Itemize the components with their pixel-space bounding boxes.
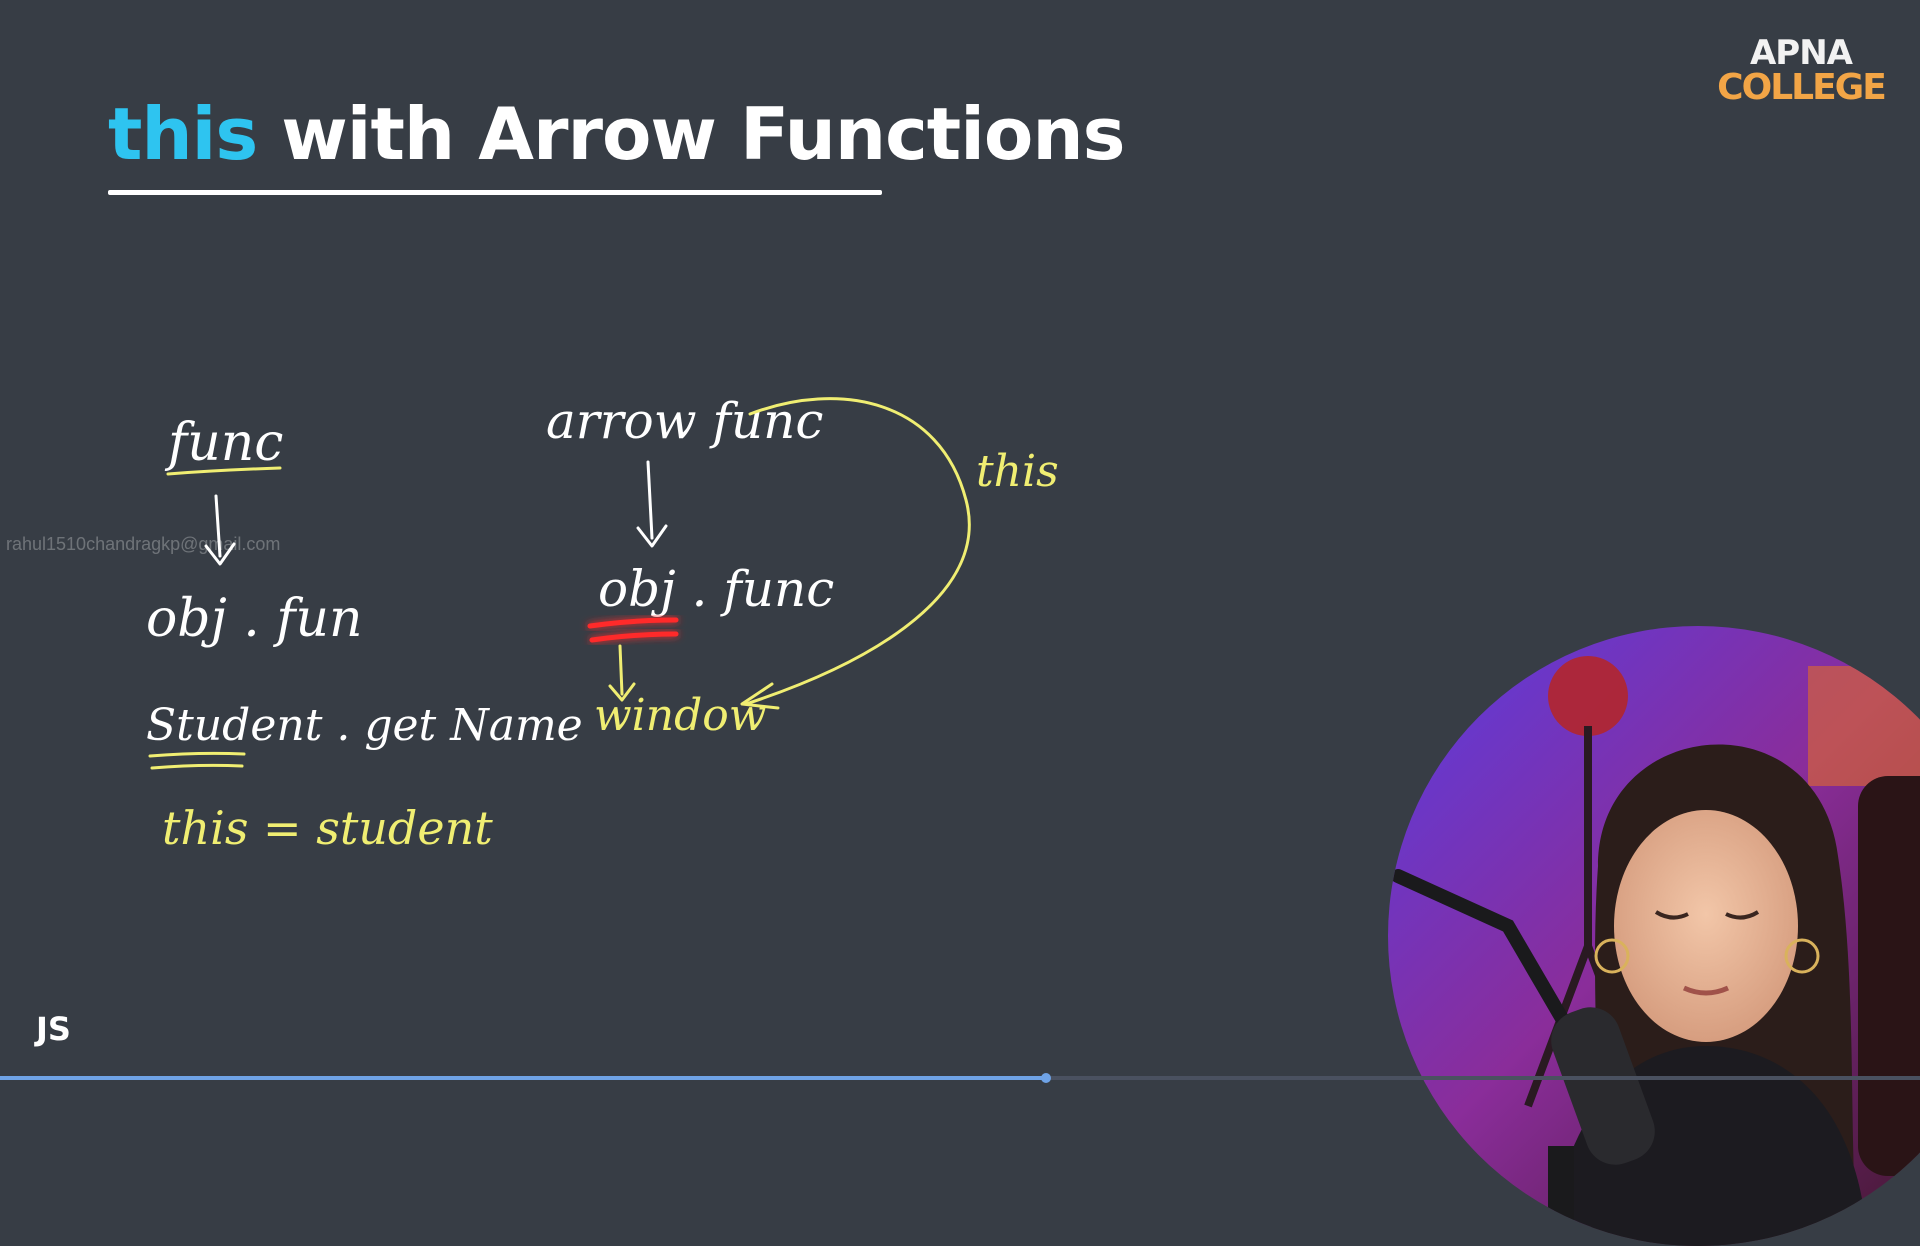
apna-college-logo: APNA COLLEGE bbox=[1716, 33, 1887, 108]
footer-tag: JS bbox=[36, 1010, 71, 1048]
curved-this-arrow-head bbox=[740, 682, 780, 710]
note-func: func bbox=[164, 413, 283, 473]
down-arrow-window-head bbox=[608, 682, 636, 702]
obj-red-underline-1 bbox=[587, 617, 679, 629]
logo-top-text: APNA bbox=[1749, 33, 1853, 73]
note-obj-func: obj . func bbox=[598, 560, 834, 618]
email-watermark: rahul1510chandragkp@gmail.com bbox=[6, 534, 281, 554]
func-underline bbox=[166, 466, 282, 476]
slide-title: this with Arrow Functions bbox=[108, 98, 1125, 170]
note-this-label: this bbox=[976, 446, 1059, 497]
handwritten-annotations: func obj . fun Student . get Name this =… bbox=[146, 392, 1059, 855]
video-progress-fill bbox=[0, 1076, 1047, 1080]
title-rest: with Arrow Functions bbox=[257, 92, 1125, 176]
student-underline-1 bbox=[148, 751, 246, 758]
title-underline bbox=[108, 190, 882, 195]
down-arrow-left-head bbox=[204, 542, 236, 566]
note-arrow-func: arrow func bbox=[546, 392, 823, 450]
video-progress-handle[interactable] bbox=[1041, 1073, 1052, 1083]
note-obj-fun: obj . fun bbox=[146, 589, 363, 649]
down-arrow-left bbox=[214, 494, 222, 558]
slide: this with Arrow Functions APNA COLLEGE r… bbox=[0, 33, 1920, 1246]
curved-this-arrow bbox=[744, 397, 971, 706]
down-arrow-middle-head bbox=[636, 524, 668, 548]
down-arrow-middle bbox=[646, 460, 654, 540]
note-this-equals-student: this = student bbox=[162, 801, 493, 855]
logo-bottom-text: COLLEGE bbox=[1717, 67, 1887, 108]
obj-red-underline-2 bbox=[589, 631, 679, 643]
student-underline-2 bbox=[150, 763, 244, 770]
title-keyword: this bbox=[108, 92, 258, 176]
video-progress-bar[interactable] bbox=[0, 1073, 1920, 1083]
note-window: window bbox=[594, 690, 766, 741]
down-arrow-window bbox=[618, 644, 624, 696]
note-student-getname: Student . get Name bbox=[146, 700, 583, 751]
